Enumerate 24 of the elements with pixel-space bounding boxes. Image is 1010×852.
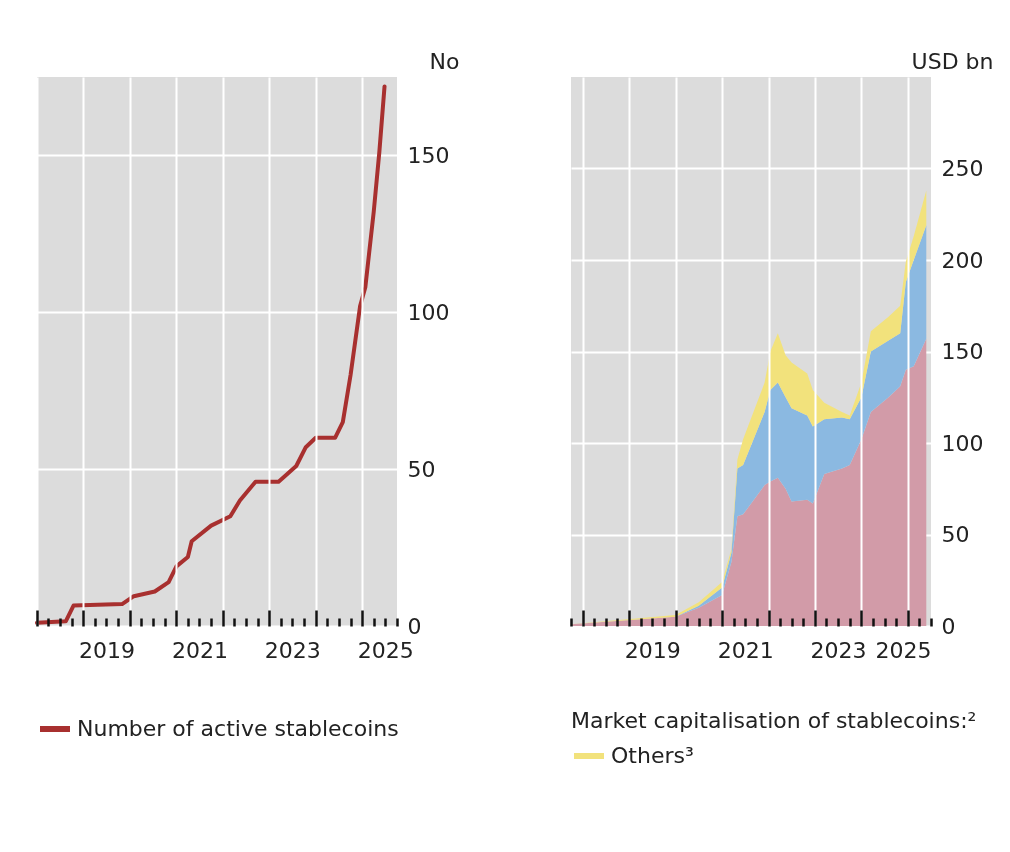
y-tick-label: 200: [941, 247, 984, 273]
y-tick-label: 0: [407, 613, 422, 639]
y-tick-label: 150: [941, 339, 984, 364]
x-tick-label: 2019: [78, 637, 135, 663]
x-tick-label: 2025: [875, 637, 932, 663]
x-tick-label: 2023: [264, 637, 321, 663]
y-tick-label: 100: [407, 299, 450, 325]
legend-label: Number of active stablecoins: [77, 716, 399, 741]
x-tick-label: 2023: [810, 637, 867, 663]
line-series: [35, 84, 387, 625]
x-tick-label: 2025: [357, 637, 414, 663]
y-tick-label: 250: [941, 156, 984, 181]
y-axis-title: USD bn: [911, 48, 994, 74]
y-tick-label: 150: [407, 142, 450, 168]
x-tick-label: 2019: [624, 637, 681, 663]
y-axis-title: No: [429, 48, 460, 74]
x-tick-label: 2021: [717, 637, 774, 663]
y-tick-label: 0: [941, 613, 956, 639]
y-tick-label: 50: [407, 456, 436, 482]
legend-title: Market capitalisation of stablecoins:²: [571, 708, 977, 733]
y-tick-label: 50: [941, 522, 970, 547]
x-tick-label: 2021: [171, 637, 228, 663]
legend-label: Others³: [611, 743, 694, 768]
y-tick-label: 100: [941, 430, 984, 456]
